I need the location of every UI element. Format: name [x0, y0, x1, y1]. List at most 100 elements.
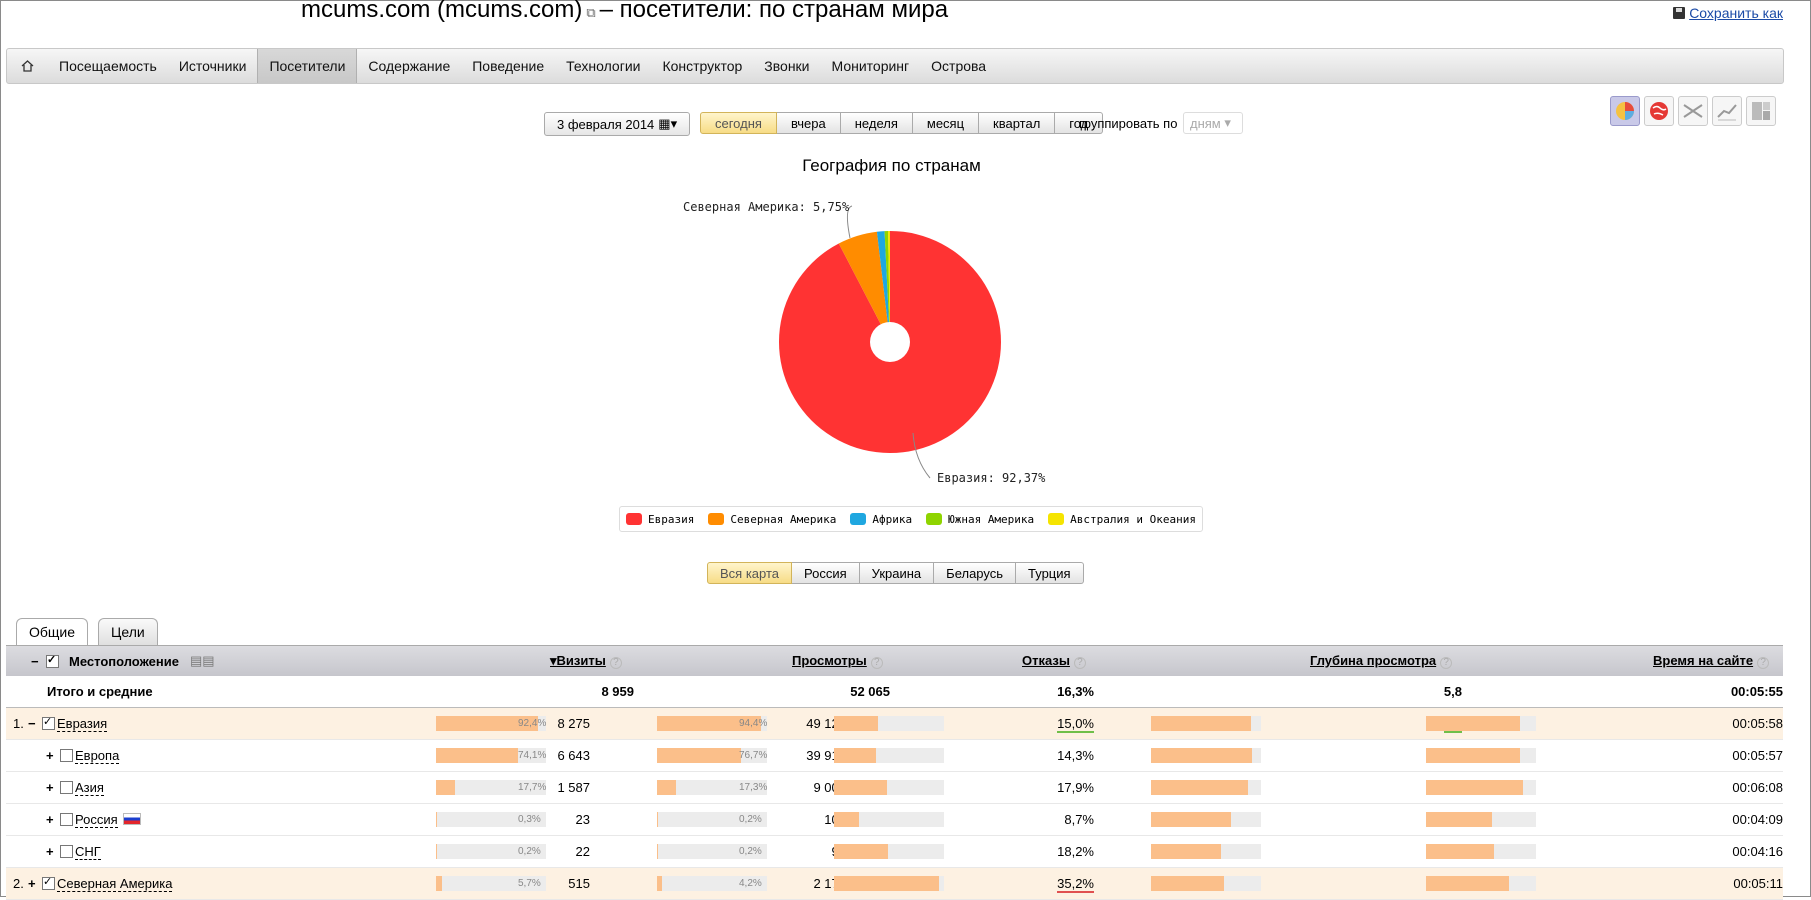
period-yesterday[interactable]: вчера: [776, 112, 841, 134]
date-picker-button[interactable]: 3 февраля 2014 ▦▾: [544, 112, 691, 136]
legend-item-australia-oceania[interactable]: Австралия и Океания: [1048, 513, 1196, 526]
period-today[interactable]: сегодня: [700, 112, 777, 134]
views-bar: [657, 844, 767, 859]
intersect-icon[interactable]: [1678, 96, 1708, 126]
totals-depth: 5,8: [1443, 684, 1462, 699]
period-year[interactable]: год: [1055, 112, 1104, 134]
row-checkbox[interactable]: [42, 875, 55, 892]
period-selector: сегодня вчера неделя месяц квартал год: [700, 112, 1104, 134]
row-checkbox[interactable]: [60, 845, 73, 860]
column-settings-icon[interactable]: ▤▤: [190, 653, 215, 668]
col-views[interactable]: Просмотры?: [792, 653, 883, 669]
bounces-bar: [834, 748, 944, 763]
map-tab-ukraine[interactable]: Украина: [859, 562, 935, 584]
bounces-bar-fill: [834, 748, 876, 763]
col-depth[interactable]: Глубина просмотра?: [1310, 653, 1453, 669]
select-all-checkbox[interactable]: [46, 653, 59, 670]
pie-slice-north-america[interactable]: [838, 231, 890, 342]
col-visits-label: Визиты: [556, 653, 606, 668]
tab-general[interactable]: Общие: [16, 618, 89, 645]
location-link[interactable]: Северная Америка: [57, 876, 173, 892]
nav-item-technologies[interactable]: Технологии: [566, 58, 641, 74]
help-icon[interactable]: ?: [1073, 656, 1086, 669]
help-icon[interactable]: ?: [1757, 656, 1770, 669]
expand-toggle[interactable]: +: [46, 748, 54, 763]
help-icon[interactable]: ?: [609, 656, 622, 669]
nav-item-sources[interactable]: Источники: [178, 58, 247, 74]
nav-item-calls[interactable]: Звонки: [764, 58, 810, 74]
help-icon[interactable]: ?: [870, 656, 883, 669]
location-link[interactable]: СНГ: [75, 844, 101, 860]
location-link[interactable]: Европа: [75, 748, 120, 764]
views-percent: 17,3%: [739, 782, 768, 793]
expand-toggle[interactable]: −: [28, 716, 36, 731]
home-icon[interactable]: [7, 49, 48, 83]
col-views-label: Просмотры: [792, 653, 867, 669]
save-as-link[interactable]: Сохранить как: [1673, 5, 1783, 21]
col-visits[interactable]: ▾Визиты?: [550, 653, 622, 669]
pie-slice-australia-oceania[interactable]: [888, 231, 890, 342]
external-link-icon[interactable]: ⧉: [586, 5, 596, 20]
pie-slice-south-america[interactable]: [884, 231, 890, 342]
location-link[interactable]: Евразия: [57, 716, 108, 732]
group-by-select[interactable]: дням ▾: [1183, 112, 1243, 134]
visits-percent: 0,3%: [518, 814, 541, 825]
nav-item-constructor[interactable]: Конструктор: [662, 58, 743, 74]
help-icon[interactable]: ?: [1440, 656, 1453, 669]
col-bounces-label: Отказы: [1022, 653, 1070, 669]
location-link[interactable]: Россия: [75, 812, 118, 828]
nav-item-behavior[interactable]: Поведение: [472, 58, 545, 74]
depth-bar-fill: [1151, 780, 1248, 795]
legend-item-eurasia[interactable]: Евразия: [626, 513, 694, 526]
expand-toggle[interactable]: +: [46, 844, 54, 859]
period-quarter[interactable]: квартал: [979, 112, 1056, 134]
col-location[interactable]: Местоположение: [69, 653, 179, 669]
map-tab-turkey[interactable]: Турция: [1016, 562, 1084, 584]
map-tab-all[interactable]: Вся карта: [707, 562, 793, 584]
collapse-all-toggle[interactable]: −: [31, 653, 39, 669]
map-tab-russia[interactable]: Россия: [792, 562, 860, 584]
expand-toggle[interactable]: +: [46, 780, 54, 795]
bounces-bar-fill: [834, 844, 888, 859]
pie-chart-icon[interactable]: [1610, 96, 1640, 126]
pie-slice-africa[interactable]: [876, 231, 890, 342]
period-week[interactable]: неделя: [840, 112, 913, 134]
legend-item-south-america[interactable]: Южная Америка: [926, 513, 1034, 526]
nav-item-content[interactable]: Содержание: [368, 58, 451, 74]
expand-toggle[interactable]: +: [28, 876, 36, 891]
nav-item-islands[interactable]: Острова: [931, 58, 987, 74]
row-checkbox[interactable]: [60, 813, 73, 828]
legend-item-north-america[interactable]: Северная Америка: [708, 513, 836, 526]
row-checkbox[interactable]: [42, 715, 55, 732]
col-time[interactable]: Время на сайте?: [1653, 653, 1770, 669]
expand-toggle[interactable]: +: [46, 812, 54, 827]
legend-label: Африка: [872, 512, 913, 526]
tab-goals[interactable]: Цели: [98, 618, 158, 645]
col-bounces[interactable]: Отказы?: [1022, 653, 1086, 669]
location-cell: Азия: [75, 780, 104, 796]
location-link[interactable]: Азия: [75, 780, 104, 796]
visits-percent: 5,7%: [518, 878, 541, 889]
row-checkbox[interactable]: [60, 781, 73, 796]
world-map-icon[interactable]: [1644, 96, 1674, 126]
depth-bar: [1151, 780, 1261, 795]
save-as-label[interactable]: Сохранить как: [1689, 5, 1783, 21]
treemap-icon[interactable]: [1746, 96, 1776, 126]
map-tab-belarus[interactable]: Беларусь: [934, 562, 1017, 584]
location-cell: Евразия: [57, 716, 108, 732]
nav-item-visitors[interactable]: Посетители: [257, 49, 358, 83]
nav-item-traffic[interactable]: Посещаемость: [59, 58, 157, 74]
line-chart-icon[interactable]: [1712, 96, 1742, 126]
legend-label: Евразия: [648, 512, 695, 526]
legend-item-africa[interactable]: Африка: [850, 513, 912, 526]
nav-item-monitoring[interactable]: Мониторинг: [831, 58, 910, 74]
period-month[interactable]: месяц: [912, 112, 980, 134]
row-checkbox[interactable]: [60, 749, 73, 764]
legend-swatch: [926, 513, 943, 525]
